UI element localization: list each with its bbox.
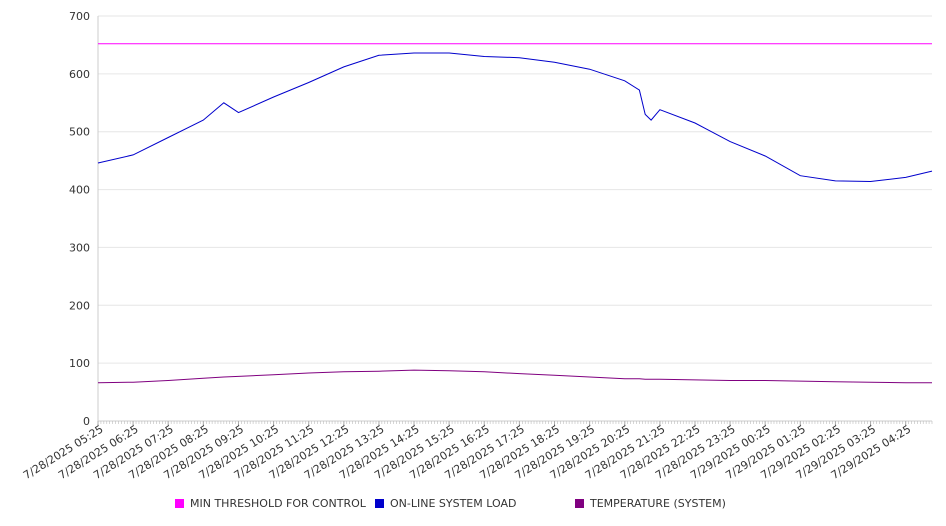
x-tick-labels: 7/28/2025 05:257/28/2025 06:257/28/2025 … bbox=[21, 421, 913, 482]
y-tick-label: 600 bbox=[69, 68, 90, 81]
y-tick-labels: 0 100 200 300 400 500 600 700 bbox=[69, 10, 90, 428]
legend-item-temperature[interactable]: TEMPERATURE (SYSTEM) bbox=[575, 497, 726, 510]
y-tick-label: 200 bbox=[69, 299, 90, 312]
gridlines bbox=[98, 15, 932, 364]
legend-label-threshold: MIN THRESHOLD FOR CONTROL bbox=[190, 497, 366, 510]
series-line-2 bbox=[97, 369, 932, 384]
legend: MIN THRESHOLD FOR CONTROL ON-LINE SYSTEM… bbox=[0, 497, 946, 515]
legend-item-load[interactable]: ON-LINE SYSTEM LOAD bbox=[375, 497, 516, 510]
y-tick-label: 700 bbox=[69, 10, 90, 23]
y-tick-label: 0 bbox=[83, 415, 90, 428]
x-minor-ticks bbox=[97, 421, 933, 424]
series-lines bbox=[97, 43, 933, 384]
axes bbox=[97, 16, 932, 422]
y-tick-label: 500 bbox=[69, 126, 90, 139]
legend-swatch-temperature bbox=[575, 499, 584, 508]
y-tick-label: 100 bbox=[69, 357, 90, 370]
legend-swatch-load bbox=[375, 499, 384, 508]
legend-swatch-threshold bbox=[175, 499, 184, 508]
legend-item-threshold[interactable]: MIN THRESHOLD FOR CONTROL bbox=[175, 497, 366, 510]
y-tick-label: 400 bbox=[69, 184, 90, 197]
y-tick-label: 300 bbox=[69, 241, 90, 254]
series-line-1 bbox=[97, 52, 933, 183]
legend-label-temperature: TEMPERATURE (SYSTEM) bbox=[590, 497, 726, 510]
legend-label-load: ON-LINE SYSTEM LOAD bbox=[390, 497, 517, 510]
